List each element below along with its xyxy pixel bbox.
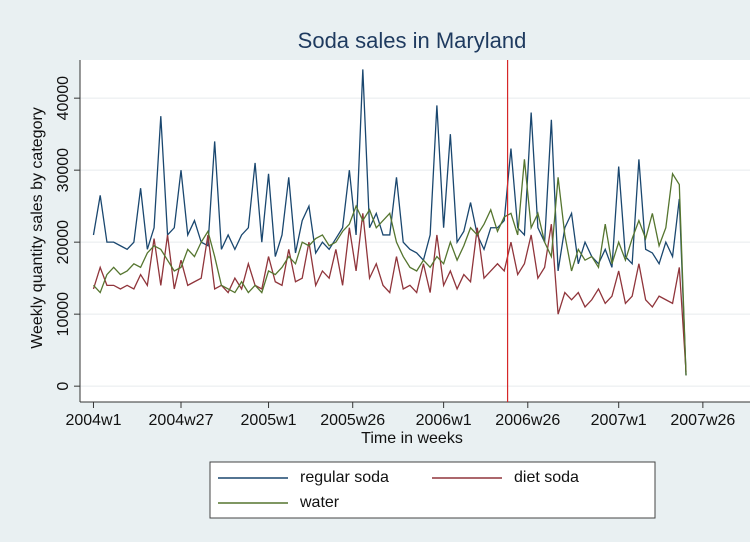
legend-label: water — [299, 494, 340, 511]
x-tick-label: 2004w1 — [65, 412, 121, 429]
y-tick-label: 10000 — [55, 292, 72, 337]
x-tick-label: 2005w1 — [241, 412, 297, 429]
x-tick-label: 2005w26 — [320, 412, 385, 429]
x-tick-label: 2004w27 — [149, 412, 214, 429]
x-tick-label: 2007w1 — [591, 412, 647, 429]
x-axis-title: Time in weeks — [361, 430, 463, 447]
legend-label: regular soda — [300, 469, 389, 486]
series-line — [92, 69, 687, 376]
y-axis-title: Weekly quantity sales by category — [29, 107, 46, 349]
x-tick-label: 2006w1 — [416, 412, 472, 429]
chart-title: Soda sales in Maryland — [298, 28, 527, 53]
x-tick-label: 2006w26 — [495, 412, 560, 429]
y-tick-label: 0 — [55, 382, 72, 391]
y-tick-label: 20000 — [55, 220, 72, 265]
legend-box — [209, 461, 656, 519]
x-tick-label: 2007w26 — [670, 412, 735, 429]
legend-label: diet soda — [514, 469, 579, 486]
plot-area — [80, 60, 750, 402]
y-tick-label: 30000 — [55, 148, 72, 193]
series-line — [92, 213, 687, 372]
y-tick-label: 40000 — [55, 76, 72, 121]
series-line — [92, 159, 687, 376]
